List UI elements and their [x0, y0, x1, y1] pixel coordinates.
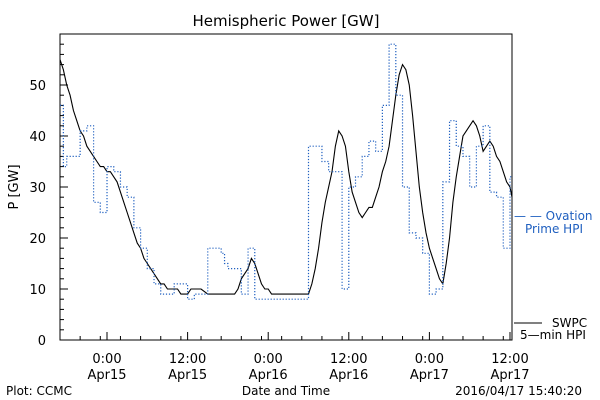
- y-axis: 0 10 20 30 40 50: [29, 43, 68, 349]
- y-tick-label: 50: [29, 79, 46, 94]
- y-tick-label: 30: [29, 181, 46, 196]
- x-tick-label-time: 12:00: [169, 352, 206, 367]
- legend: — — Ovation Prime HPI SWPC 5—min HPI: [514, 209, 593, 342]
- x-tick-label-date: Apr16: [249, 368, 288, 383]
- legend-swpc-line2: 5—min HPI: [520, 328, 586, 342]
- x-tick-label-time: 0:00: [92, 352, 121, 367]
- chart-title: Hemispheric Power [GW]: [193, 12, 380, 30]
- x-tick-label-time: 0:00: [254, 352, 283, 367]
- footer-left: Plot: CCMC: [6, 384, 72, 398]
- x-axis: 0:00Apr1512:00Apr150:00Apr1612:00Apr160:…: [59, 332, 530, 383]
- y-tick-label: 20: [29, 232, 46, 247]
- x-tick-label-date: Apr15: [168, 368, 207, 383]
- legend-ovation-line2: Prime HPI: [525, 222, 583, 236]
- legend-swpc-line1: SWPC: [552, 316, 587, 330]
- x-tick-label-time: 12:00: [491, 352, 528, 367]
- x-axis-label: Date and Time: [242, 384, 330, 398]
- y-tick-label: 0: [38, 334, 46, 349]
- y-tick-label: 10: [29, 283, 46, 298]
- footer-timestamp: 2016/04/17 15:40:20: [455, 384, 582, 398]
- x-tick-label-date: Apr17: [410, 368, 449, 383]
- series-layer: [59, 43, 513, 300]
- x-tick-label-date: Apr15: [87, 368, 126, 383]
- legend-ovation-line1: — — Ovation: [514, 209, 593, 223]
- x-tick-label-date: Apr17: [490, 368, 529, 383]
- y-tick-label: 40: [29, 130, 46, 145]
- y-axis-label: P [GW]: [7, 164, 22, 209]
- x-tick-label-time: 0:00: [415, 352, 444, 367]
- series-ovation-line: [60, 43, 512, 300]
- series-swpc-line: [59, 59, 513, 295]
- x-tick-label-time: 12:00: [330, 352, 367, 367]
- x-tick-label-date: Apr16: [329, 368, 368, 383]
